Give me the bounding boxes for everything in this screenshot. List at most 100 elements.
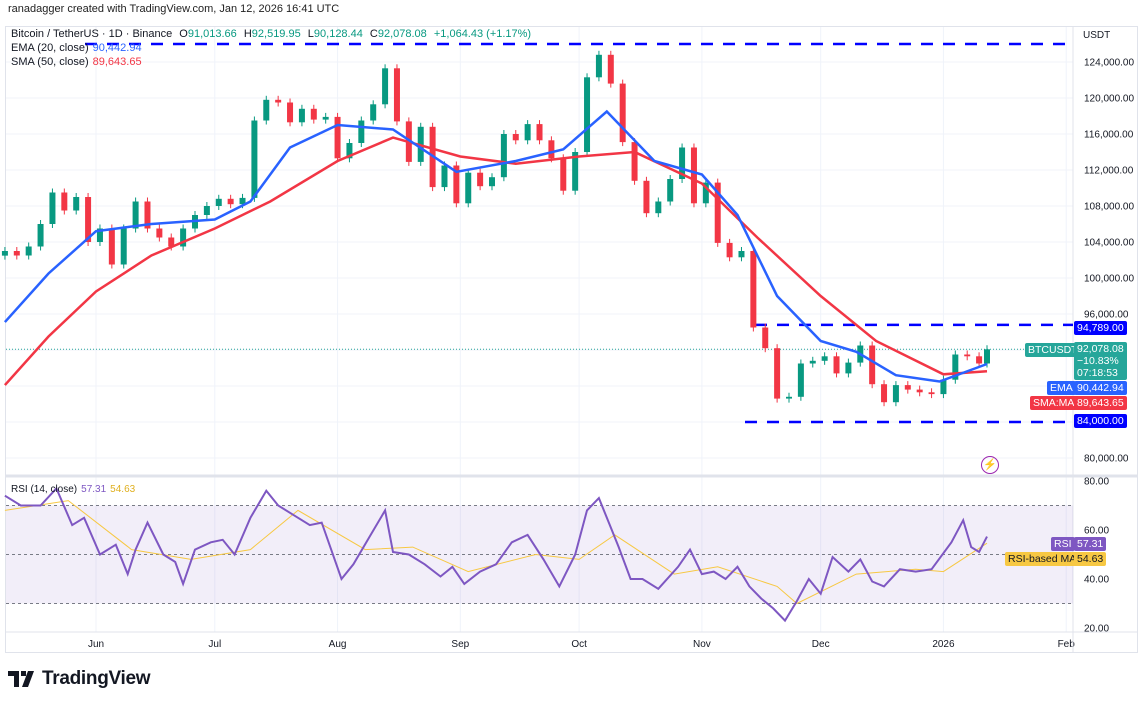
candle <box>524 124 531 141</box>
rsi-ma-value-tag: 54.63 <box>1074 552 1107 566</box>
rsi-tick-label: 80.00 <box>1084 477 1109 488</box>
candle <box>714 182 721 243</box>
rsi-value-tag: 57.31 <box>1074 537 1107 551</box>
candle <box>845 362 852 374</box>
time-tick-label: Jul <box>208 639 221 650</box>
candle <box>976 356 983 364</box>
rsi-ma-legend-value: 54.63 <box>110 484 136 495</box>
candle <box>881 384 888 403</box>
candle <box>298 108 305 123</box>
rsi-legend-label: RSI (14, close) <box>11 484 78 495</box>
low-label: L <box>307 28 314 40</box>
candle <box>310 108 317 120</box>
candle <box>85 197 92 242</box>
candle <box>536 124 543 141</box>
candle <box>132 201 139 229</box>
candle <box>25 246 32 256</box>
candle <box>334 116 341 159</box>
candle <box>560 158 567 191</box>
price-tick-label: 116,000.00 <box>1084 130 1134 141</box>
open-value: 91,013.66 <box>187 28 237 40</box>
rsi-legend[interactable]: RSI (14, close) 57.31 54.63 <box>11 484 135 495</box>
candle <box>607 54 614 84</box>
candle <box>441 165 448 188</box>
candle <box>631 142 638 181</box>
low-value: 90,128.44 <box>313 28 363 40</box>
candle <box>964 354 971 357</box>
chart-credit: ranadagger created with TradingView.com,… <box>8 3 340 15</box>
ema-legend-label: EMA (20, close) <box>11 42 89 54</box>
symbol-description: Bitcoin / TetherUS · 1D · Binance <box>11 28 173 40</box>
close-label: C <box>369 28 378 40</box>
candle <box>702 182 709 204</box>
time-tick-label: Aug <box>329 639 347 650</box>
candle <box>869 345 876 385</box>
candle <box>168 237 175 247</box>
price-tick-label: 100,000.00 <box>1084 274 1134 285</box>
sma-tag: SMA:MA <box>1030 396 1078 410</box>
price-tick-label: 96,000.00 <box>1084 310 1129 321</box>
sma-legend[interactable]: SMA (50, close) 89,643.65 <box>11 56 142 68</box>
rsi-tick-label: 60.00 <box>1084 526 1109 537</box>
candle <box>892 385 899 403</box>
candle <box>940 379 947 395</box>
candle <box>477 172 484 187</box>
lightning-icon[interactable]: ⚡ <box>981 456 999 474</box>
tradingview-logo-icon <box>8 671 34 687</box>
tradingview-logo[interactable]: TradingView <box>8 668 151 690</box>
candle <box>61 192 68 211</box>
candle <box>595 54 602 78</box>
symbol-tag: BTCUSDT <box>1025 343 1081 357</box>
candle <box>489 177 495 187</box>
time-tick-label: Jun <box>88 639 104 650</box>
last-change: −10.83% <box>1077 355 1119 367</box>
ema-20-line <box>3 109 988 383</box>
candle <box>750 251 757 328</box>
price-tick-label: 80,000.00 <box>1084 454 1129 465</box>
candle <box>679 147 686 179</box>
candle <box>786 396 792 399</box>
price-tick-label: 108,000.00 <box>1084 202 1134 213</box>
candle <box>251 120 258 198</box>
candle <box>548 140 555 159</box>
candle <box>370 104 377 121</box>
candle <box>275 99 282 103</box>
high-value: 92,519.95 <box>251 28 301 40</box>
candle <box>393 68 400 122</box>
candle <box>952 354 959 380</box>
chart-frame <box>5 26 1138 653</box>
support-price-tag: 84,000.00 <box>1074 414 1127 428</box>
rsi-tag: RSI <box>1051 537 1075 551</box>
time-tick-label: Feb <box>1058 639 1076 650</box>
candle <box>904 385 911 390</box>
candle <box>263 99 270 121</box>
rsi-line <box>4 486 988 623</box>
candle <box>833 356 840 374</box>
candle <box>203 206 210 215</box>
sma-50-line <box>3 136 988 386</box>
symbol-legend: Bitcoin / TetherUS · 1D · Binance O91,01… <box>11 28 531 40</box>
sma-legend-value: 89,643.65 <box>92 56 142 68</box>
candle <box>108 228 115 265</box>
close-value: 92,078.08 <box>377 28 427 40</box>
candle <box>120 228 127 265</box>
candle <box>1 251 8 256</box>
candle <box>809 360 816 364</box>
candle <box>512 134 519 141</box>
open-label: O <box>179 28 188 40</box>
last-price-tag: 92,078.08 −10.83% 07:18:53 <box>1074 342 1127 380</box>
candle <box>453 165 460 204</box>
price-tick-label: 104,000.00 <box>1084 238 1134 249</box>
candle <box>984 349 990 364</box>
high-label: H <box>243 28 252 40</box>
candle <box>774 348 781 399</box>
candle <box>584 77 591 152</box>
currency-label[interactable]: USDT <box>1083 30 1111 41</box>
ema-tag: EMA <box>1047 381 1076 395</box>
ema-legend[interactable]: EMA (20, close) 90,442.94 <box>11 42 142 54</box>
candle <box>73 197 80 211</box>
candle <box>215 198 222 206</box>
candle <box>928 392 935 395</box>
candle <box>738 251 745 258</box>
